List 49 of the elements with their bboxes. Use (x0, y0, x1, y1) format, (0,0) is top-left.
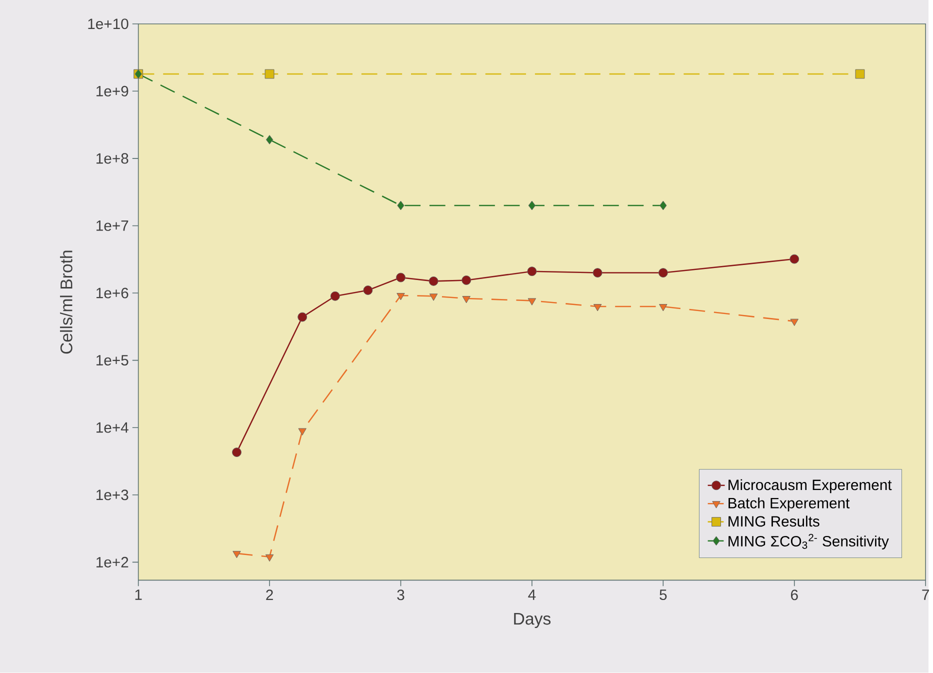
point (658, 268, 668, 278)
x-tick-label: 5 (660, 590, 667, 600)
point (264, 69, 274, 79)
y-tick-label: 1e+6 (96, 288, 128, 298)
point (527, 266, 537, 276)
y-tick-label: 1e+2 (96, 557, 128, 568)
point (232, 551, 241, 558)
point (659, 304, 668, 312)
point (363, 286, 373, 296)
point (790, 318, 798, 326)
point (462, 296, 470, 304)
y-tick-label: 1e+8 (96, 153, 128, 164)
y-tick-label: 1e+7 (96, 220, 128, 232)
y-axis-title: Cells/ml Broth (60, 250, 72, 354)
x-tick-label: 7 (922, 590, 929, 600)
point (462, 276, 472, 286)
point (528, 298, 536, 306)
point (396, 293, 405, 300)
x-tick-label: 2 (266, 590, 273, 600)
y-tick-label: 1e+4 (96, 422, 128, 433)
point (265, 554, 274, 562)
point (298, 428, 306, 436)
x-axis-title: Days (514, 613, 551, 628)
point (855, 69, 865, 79)
point (790, 254, 800, 264)
x-tick-label: 3 (397, 590, 404, 600)
point (232, 448, 242, 458)
legend-label: Microcausm Experement (728, 479, 892, 494)
point (593, 304, 602, 312)
legend-label: Batch Experement (728, 498, 850, 512)
point (330, 292, 340, 301)
y-tick-label: 1e+9 (96, 86, 128, 97)
y-tick-label: 1e+10 (88, 18, 128, 30)
point (266, 135, 274, 145)
legend-label: MING Results (728, 516, 820, 527)
point (592, 268, 602, 278)
y-tick-label: 1e+5 (96, 355, 128, 366)
point (428, 276, 438, 286)
y-tick-label: 1e+3 (96, 490, 128, 500)
point (298, 312, 308, 322)
x-tick-label: 1 (135, 590, 142, 600)
point (429, 294, 438, 301)
point (528, 200, 536, 210)
point (660, 200, 667, 210)
point (396, 272, 406, 282)
point (397, 200, 404, 210)
x-tick-label: 6 (790, 590, 798, 600)
legend-label: MING ΣCO$_{3}$$^{2-}$ Sensitivity (728, 534, 889, 550)
x-tick-label: 4 (528, 590, 536, 600)
